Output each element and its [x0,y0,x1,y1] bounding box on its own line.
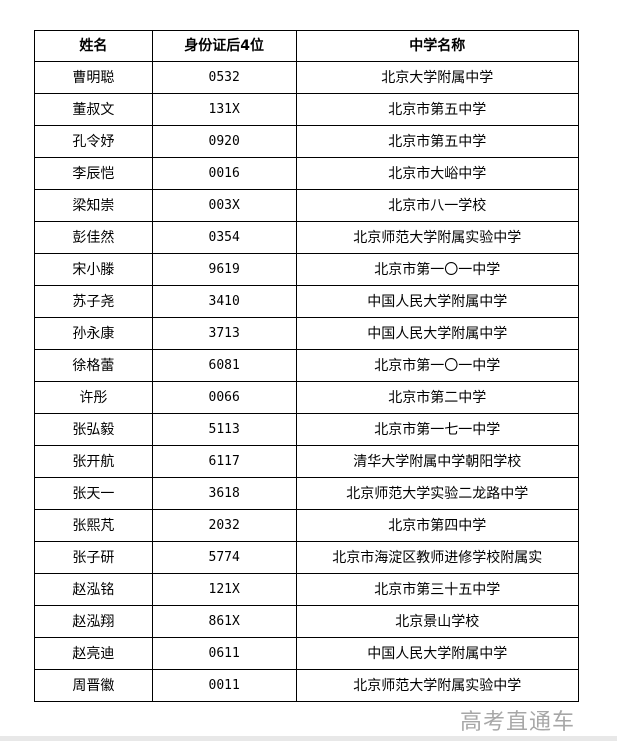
table-row: 赵亮迪 0611 中国人民大学附属中学 [34,637,580,670]
table-row: 张天一 3618 北京师范大学实验二龙路中学 [34,477,580,510]
table-row: 梁知崇 003X 北京市八一学校 [34,189,580,222]
cell-name: 曹明聪 [34,61,153,94]
cell-name: 李辰恺 [34,157,153,190]
table-row: 李辰恺 0016 北京市大峪中学 [34,157,580,190]
cell-name: 彭佳然 [34,221,153,254]
table-row: 孙永康 3713 中国人民大学附属中学 [34,317,580,350]
cell-id: 0066 [151,381,297,414]
cell-id: 0011 [151,669,297,702]
cell-id: 0354 [151,221,297,254]
table-row: 周晋徽 0011 北京师范大学附属实验中学 [34,669,580,702]
cell-name: 赵泓翔 [34,605,153,638]
bottom-divider [0,736,617,741]
cell-id: 3713 [151,317,297,350]
table-row: 赵泓铭 121X 北京市第三十五中学 [34,573,580,606]
cell-school: 北京市第五中学 [295,93,580,126]
cell-school: 中国人民大学附属中学 [295,317,580,350]
cell-school: 北京市大峪中学 [295,157,580,190]
cell-name: 董叔文 [34,93,153,126]
cell-id: 5113 [151,413,297,446]
cell-id: 003X [151,189,297,222]
cell-id: 0016 [151,157,297,190]
header-school: 中学名称 [295,30,580,62]
table-row: 许彤 0066 北京市第二中学 [34,381,580,414]
cell-name: 梁知崇 [34,189,153,222]
table-row: 董叔文 131X 北京市第五中学 [34,93,580,126]
cell-name: 徐格蕾 [34,349,153,382]
table-row: 苏子尧 3410 中国人民大学附属中学 [34,285,580,318]
header-row: 姓名 身份证后4位 中学名称 [34,30,580,62]
cell-school: 北京师范大学实验二龙路中学 [295,477,580,510]
cell-id: 5774 [151,541,297,574]
table-row: 赵泓翔 861X 北京景山学校 [34,605,580,638]
cell-id: 3410 [151,285,297,318]
cell-name: 孙永康 [34,317,153,350]
cell-school: 北京大学附属中学 [295,61,580,94]
cell-id: 121X [151,573,297,606]
cell-school: 北京市第一七一中学 [295,413,580,446]
cell-name: 张熙芃 [34,509,153,542]
cell-id: 6117 [151,445,297,478]
cell-id: 0920 [151,125,297,158]
table-row: 张子研 5774 北京市海淀区教师进修学校附属实 [34,541,580,574]
cell-school: 北京市第三十五中学 [295,573,580,606]
cell-school: 北京市海淀区教师进修学校附属实 [295,541,580,574]
cell-school: 北京师范大学附属实验中学 [295,221,580,254]
cell-school: 中国人民大学附属中学 [295,637,580,670]
cell-school: 北京景山学校 [295,605,580,638]
watermark: 高考直通车 [460,710,576,735]
table-row: 孔令妤 0920 北京市第五中学 [34,125,580,158]
table-row: 张开航 6117 清华大学附属中学朝阳学校 [34,445,580,478]
cell-name: 张开航 [34,445,153,478]
cell-school: 北京市八一学校 [295,189,580,222]
cell-name: 宋小滕 [34,253,153,286]
cell-id: 9619 [151,253,297,286]
cell-school: 北京市第一〇一中学 [295,253,580,286]
table-row: 彭佳然 0354 北京师范大学附属实验中学 [34,221,580,254]
table-row: 曹明聪 0532 北京大学附属中学 [34,61,580,94]
cell-name: 赵泓铭 [34,573,153,606]
cell-id: 0532 [151,61,297,94]
table-row: 张熙芃 2032 北京市第四中学 [34,509,580,542]
header-name: 姓名 [34,30,153,62]
cell-id: 2032 [151,509,297,542]
cell-name: 苏子尧 [34,285,153,318]
cell-name: 张弘毅 [34,413,153,446]
cell-school: 北京市第五中学 [295,125,580,158]
cell-id: 0611 [151,637,297,670]
cell-name: 孔令妤 [34,125,153,158]
cell-school: 中国人民大学附属中学 [295,285,580,318]
table-row: 宋小滕 9619 北京市第一〇一中学 [34,253,580,286]
cell-school: 清华大学附属中学朝阳学校 [295,445,580,478]
cell-school: 北京市第一〇一中学 [295,349,580,382]
cell-name: 赵亮迪 [34,637,153,670]
cell-school: 北京市第四中学 [295,509,580,542]
student-table: 姓名 身份证后4位 中学名称 曹明聪 0532 北京大学附属中学 董叔文 131X 北京市… [34,30,580,702]
cell-id: 861X [151,605,297,638]
cell-name: 张天一 [34,477,153,510]
cell-name: 许彤 [34,381,153,414]
header-id: 身份证后4位 [151,30,297,62]
table-row: 徐格蕾 6081 北京市第一〇一中学 [34,349,580,382]
cell-school: 北京市第二中学 [295,381,580,414]
cell-school: 北京师范大学附属实验中学 [295,669,580,702]
cell-id: 131X [151,93,297,126]
cell-name: 周晋徽 [34,669,153,702]
cell-name: 张子研 [34,541,153,574]
cell-id: 3618 [151,477,297,510]
cell-id: 6081 [151,349,297,382]
table-row: 张弘毅 5113 北京市第一七一中学 [34,413,580,446]
